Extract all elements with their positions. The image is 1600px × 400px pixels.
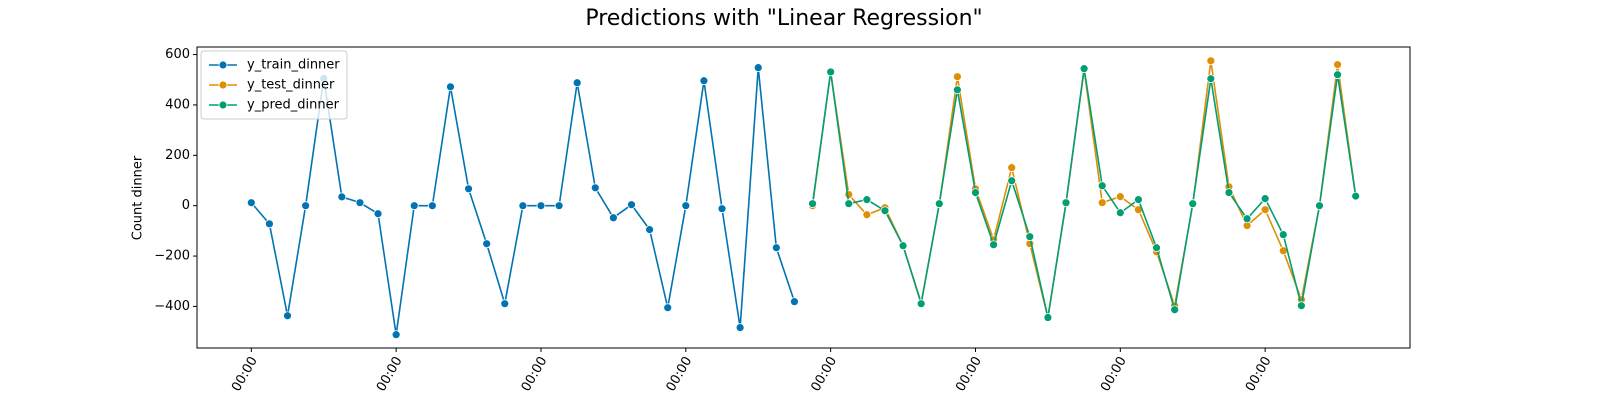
point xyxy=(536,201,546,211)
point xyxy=(1007,163,1017,173)
point xyxy=(1170,305,1180,315)
point xyxy=(1206,74,1216,84)
point xyxy=(1333,70,1342,80)
legend-label: y_train_dinner xyxy=(247,58,340,73)
y-tick-label: 600 xyxy=(165,47,190,62)
point xyxy=(1188,199,1198,209)
point xyxy=(681,201,691,211)
x-tick-label: 00:00 xyxy=(664,354,696,394)
point xyxy=(1315,201,1324,211)
point xyxy=(246,198,256,208)
point xyxy=(1260,194,1270,204)
point xyxy=(952,72,962,82)
point xyxy=(989,240,998,250)
point xyxy=(1025,232,1035,242)
plot-frame xyxy=(196,46,1411,349)
x-tick-label: 00:00 xyxy=(953,354,985,394)
y-tick-label: −200 xyxy=(154,249,190,264)
point xyxy=(283,311,292,321)
point xyxy=(717,204,727,214)
point xyxy=(1115,208,1125,218)
point xyxy=(590,183,600,193)
point xyxy=(699,76,709,86)
point xyxy=(844,199,854,209)
point xyxy=(880,206,890,216)
x-tick-label: 00:00 xyxy=(229,354,261,394)
point xyxy=(1079,64,1089,74)
x-tick-label: 00:00 xyxy=(1243,354,1275,394)
point xyxy=(1134,195,1143,205)
point xyxy=(373,209,383,219)
point xyxy=(663,303,673,313)
point xyxy=(1278,230,1288,240)
x-tick-label: 00:00 xyxy=(1098,354,1130,394)
point xyxy=(554,201,564,211)
legend-marker xyxy=(218,60,228,70)
point xyxy=(409,201,419,211)
point xyxy=(735,323,745,332)
point xyxy=(844,190,854,200)
point xyxy=(862,210,872,220)
y-tick-label: −400 xyxy=(154,299,190,314)
point xyxy=(518,201,528,211)
point xyxy=(1097,181,1107,191)
x-tick-label: 00:00 xyxy=(519,354,551,394)
point xyxy=(609,213,618,223)
point xyxy=(862,195,872,205)
point xyxy=(916,299,926,309)
point xyxy=(1351,191,1361,201)
point xyxy=(500,299,510,309)
point xyxy=(898,241,908,251)
point xyxy=(952,85,962,95)
point xyxy=(265,219,274,229)
point xyxy=(1061,198,1071,208)
point xyxy=(826,67,836,77)
legend-label: y_pred_dinner xyxy=(247,98,340,113)
point xyxy=(464,184,473,194)
x-tick-label: 00:00 xyxy=(808,354,840,394)
point xyxy=(645,225,655,235)
y-axis-label: Count dinner xyxy=(131,155,146,240)
legend: y_train_dinner y_test_dinner y_pred_dinner xyxy=(200,50,348,120)
point xyxy=(971,188,980,197)
point xyxy=(1260,205,1270,215)
point xyxy=(1007,176,1017,186)
legend-box xyxy=(200,50,348,120)
legend-marker xyxy=(218,100,228,110)
point xyxy=(934,199,944,209)
point xyxy=(1152,243,1161,253)
y-tick-label: 400 xyxy=(165,97,190,112)
point xyxy=(1043,313,1053,322)
legend-marker xyxy=(218,80,228,90)
point xyxy=(337,192,347,202)
point xyxy=(771,243,781,253)
series-line xyxy=(811,68,1357,318)
point xyxy=(1333,60,1342,70)
point xyxy=(355,198,365,208)
point xyxy=(427,201,437,211)
chart-title: Predictions with "Linear Regression" xyxy=(585,6,982,31)
point xyxy=(1206,56,1216,66)
point xyxy=(572,78,582,88)
y-tick-label: 200 xyxy=(165,148,190,163)
point xyxy=(1224,188,1234,197)
point xyxy=(1115,192,1125,202)
point xyxy=(808,199,817,209)
point xyxy=(301,201,311,211)
point xyxy=(753,63,763,73)
point xyxy=(790,297,799,307)
point xyxy=(1296,301,1306,311)
point xyxy=(446,82,455,92)
legend-label: y_test_dinner xyxy=(247,78,335,93)
x-tick-label: 00:00 xyxy=(374,354,406,394)
point xyxy=(1242,214,1252,224)
series-line xyxy=(811,60,1357,318)
point xyxy=(1097,198,1107,208)
point xyxy=(482,239,492,249)
point xyxy=(627,200,636,210)
point xyxy=(391,330,401,340)
y-tick-label: 0 xyxy=(182,198,190,213)
